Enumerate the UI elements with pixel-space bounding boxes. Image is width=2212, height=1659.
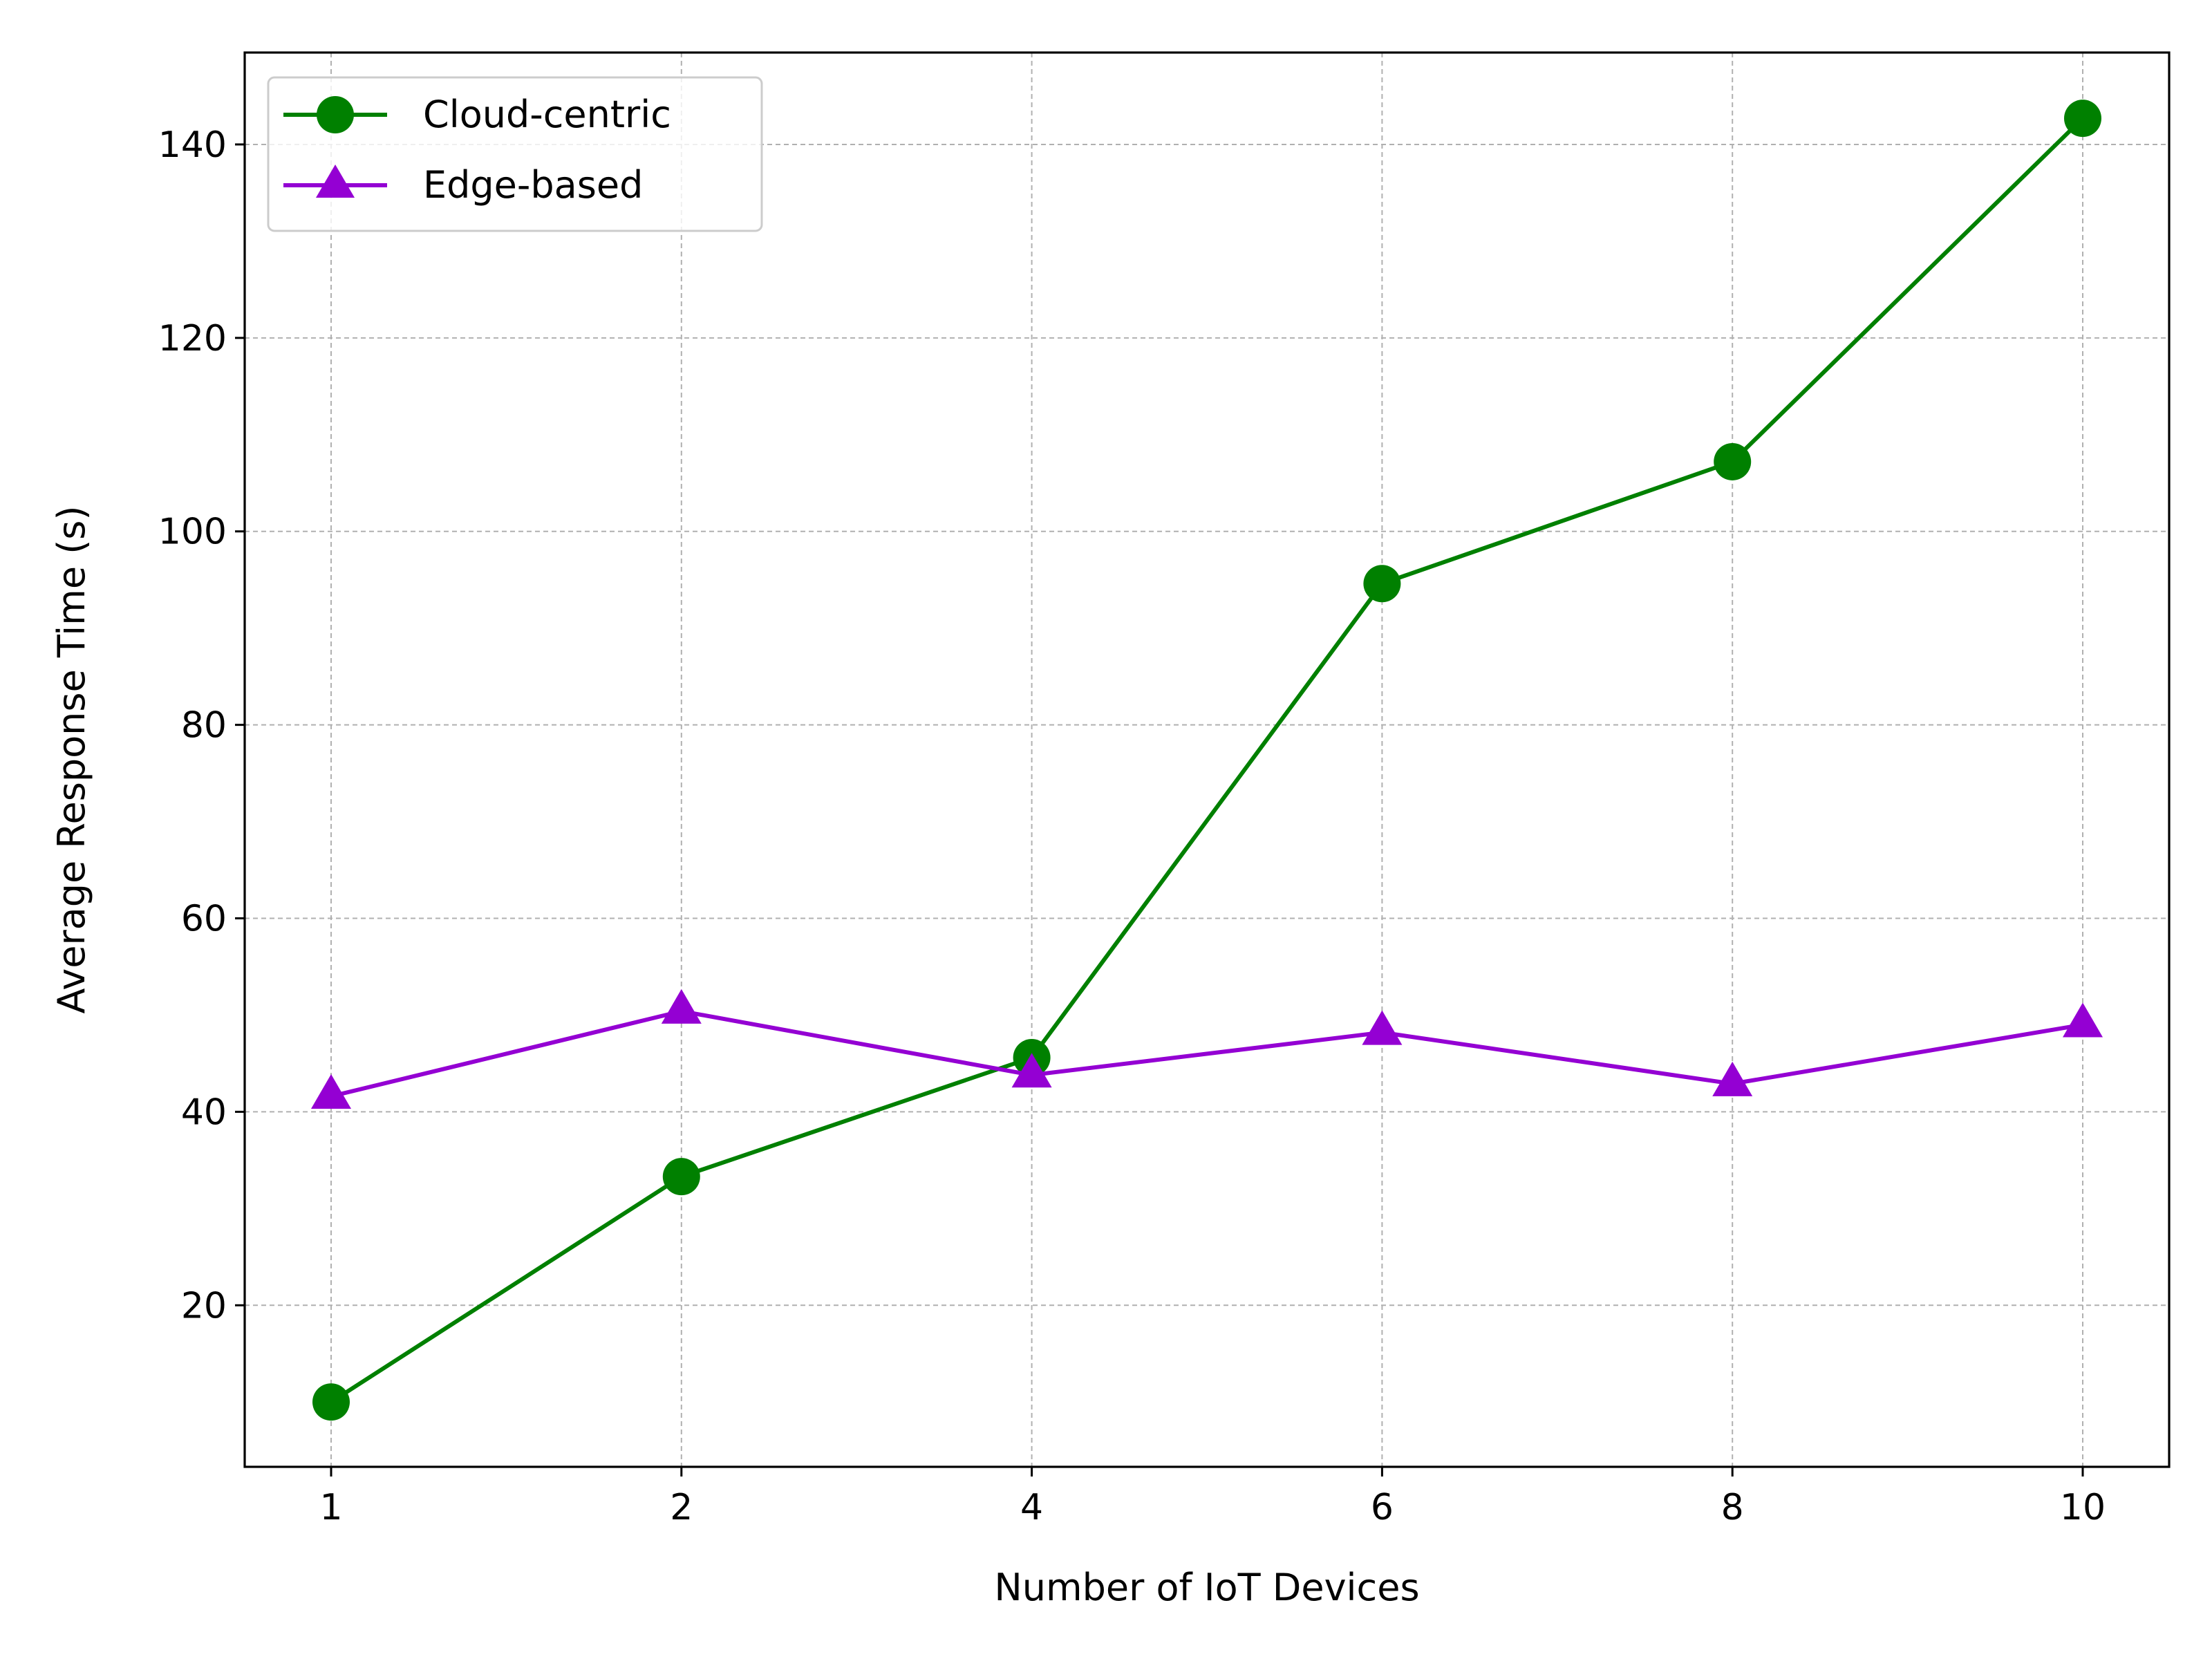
data-point-edge-based xyxy=(1712,1061,1753,1096)
axes: 1 2 4 6 8 10 20 40 60 80 100 120 140 xyxy=(158,124,2106,1528)
data-point-cloud-centric xyxy=(1363,565,1401,603)
y-tick-label: 20 xyxy=(181,1285,227,1327)
series-layer xyxy=(311,100,2103,1421)
y-tick-label: 120 xyxy=(158,318,227,359)
data-point-cloud-centric xyxy=(2064,100,2101,138)
legend-marker-edge xyxy=(316,165,355,198)
x-tick-label: 6 xyxy=(1371,1487,1394,1528)
legend-label-cloud: Cloud-centric xyxy=(423,93,671,136)
x-tick-label: 1 xyxy=(319,1487,342,1528)
plot-frame xyxy=(243,51,2171,1468)
data-point-cloud-centric xyxy=(312,1383,350,1421)
data-point-edge-based xyxy=(1362,1010,1403,1045)
legend-frame xyxy=(267,76,763,232)
y-tick-label: 40 xyxy=(181,1091,227,1133)
data-point-edge-based xyxy=(2063,1002,2103,1038)
series-line-cloud-centric xyxy=(330,117,2085,1404)
y-tick-label: 140 xyxy=(158,124,227,166)
legend: Cloud-centric Edge-based xyxy=(267,76,763,232)
data-point-edge-based xyxy=(661,988,702,1024)
data-point-cloud-centric xyxy=(1714,442,1752,480)
x-tick-label: 10 xyxy=(2060,1487,2106,1528)
x-tick-label: 4 xyxy=(1020,1487,1043,1528)
legend-label-edge: Edge-based xyxy=(423,163,643,207)
data-point-cloud-centric xyxy=(662,1158,700,1196)
x-tick-label: 8 xyxy=(1721,1487,1744,1528)
y-axis-label: Average Response Time (s) xyxy=(50,505,93,1013)
legend-marker-cloud xyxy=(317,96,354,133)
data-point-edge-based xyxy=(311,1074,351,1109)
y-tick-label: 80 xyxy=(181,705,227,747)
x-tick-label: 2 xyxy=(670,1487,693,1528)
y-tick-label: 100 xyxy=(158,512,227,553)
y-tick-label: 60 xyxy=(181,899,227,940)
series-line-edge-based xyxy=(330,1009,2083,1098)
grid xyxy=(245,53,2169,1467)
data-point-edge-based xyxy=(1011,1053,1052,1088)
x-axis-label: Number of IoT Devices xyxy=(994,1566,1419,1609)
